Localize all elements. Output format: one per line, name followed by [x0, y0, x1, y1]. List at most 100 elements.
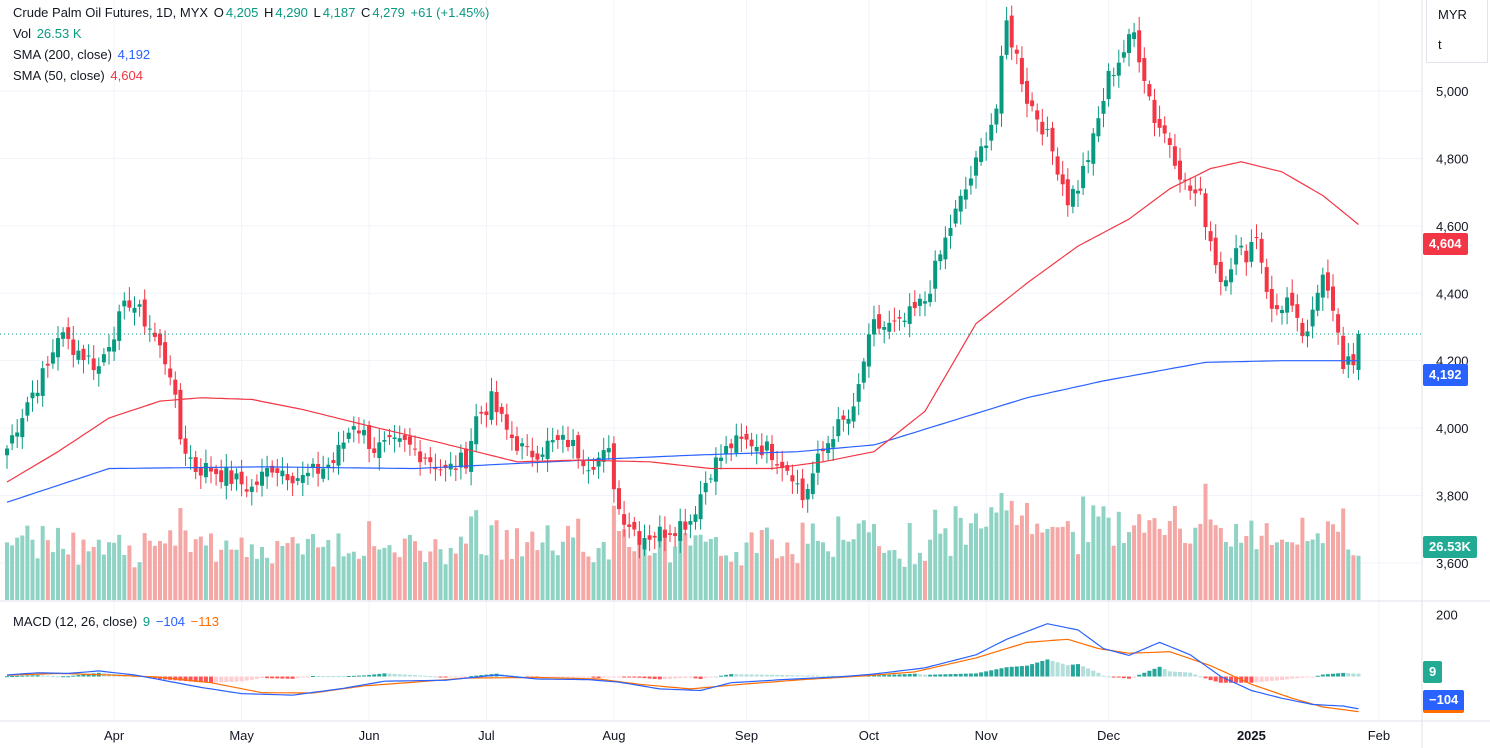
volume-bar: [938, 533, 943, 600]
volume-bar: [729, 561, 734, 600]
volume-bar: [484, 555, 489, 600]
candle-body: [606, 448, 611, 453]
candle-body: [912, 301, 917, 309]
candle-body: [815, 453, 820, 473]
candle-body: [1331, 286, 1335, 311]
macd-histogram-bar: [209, 676, 213, 683]
candle-body: [117, 311, 122, 341]
candle-body: [1305, 331, 1310, 337]
currency-label[interactable]: MYR: [1438, 7, 1467, 22]
volume-bar: [1172, 505, 1177, 600]
macd-histogram-bar: [764, 674, 769, 677]
volume-bar: [535, 550, 540, 600]
macd-histogram-bar: [56, 676, 60, 678]
unit-label[interactable]: t: [1438, 37, 1442, 52]
macd-histogram-bar: [285, 676, 290, 679]
candle-body: [40, 368, 45, 396]
volume-bar: [652, 553, 657, 600]
candle-body: [1315, 292, 1320, 311]
price-axis-tick-label: 4,400: [1436, 286, 1469, 301]
candle-body: [1193, 189, 1198, 194]
sma50-legend[interactable]: SMA (50, close) 4,604: [13, 65, 145, 86]
macd-histogram-bar: [305, 676, 310, 678]
volume-bar: [117, 534, 122, 600]
volume-legend[interactable]: Vol 26.53 K: [13, 23, 84, 44]
volume-bar: [362, 555, 366, 600]
volume-bar: [1147, 520, 1152, 600]
macd-legend[interactable]: MACD (12, 26, close) 9 −104 −113: [13, 611, 221, 632]
macd-histogram-bar: [744, 674, 749, 677]
macd-histogram-bar: [984, 671, 989, 677]
candle-body: [132, 307, 137, 313]
macd-histogram-bar: [1305, 676, 1310, 678]
volume-bar: [407, 534, 412, 600]
candle-body: [305, 472, 310, 477]
candle-body: [219, 470, 224, 483]
low-label: L: [313, 5, 321, 20]
price-axis-tick-label: 4,800: [1436, 151, 1469, 166]
candle-body: [1070, 188, 1075, 207]
volume-bar: [622, 529, 627, 600]
volume-bar: [800, 522, 805, 600]
volume-bar: [509, 559, 514, 600]
currency-unit-box[interactable]: MYR t: [1426, 0, 1488, 63]
macd-histogram-bar: [1331, 673, 1335, 677]
candle-body: [719, 457, 723, 461]
candle-body: [698, 494, 703, 520]
volume-bar: [305, 538, 310, 600]
macd-histogram-bar: [912, 673, 917, 677]
volume-bar: [244, 556, 249, 600]
macd-histogram-bar: [581, 676, 586, 678]
sma50-value: 4,604: [110, 68, 143, 83]
candle-body: [1259, 238, 1264, 263]
macd-histogram-bar: [1325, 674, 1330, 677]
volume-bar: [219, 549, 224, 600]
candle-body: [1055, 156, 1060, 175]
macd-histogram-bar: [407, 674, 412, 677]
macd-histogram-bar: [662, 676, 667, 680]
volume-bar: [943, 528, 948, 600]
candle-body: [265, 467, 270, 477]
candle-body: [30, 392, 35, 399]
candle-body: [530, 450, 535, 458]
volume-bar: [402, 538, 407, 600]
candle-body: [173, 379, 178, 395]
volume-bar: [994, 512, 999, 600]
candle-body: [1030, 100, 1035, 107]
volume-bar: [1223, 542, 1228, 600]
time-axis-tick-label: Sep: [735, 728, 758, 743]
volume-bar: [377, 549, 382, 600]
volume-bar: [1259, 535, 1264, 600]
candle-body: [504, 414, 509, 430]
macd-histogram-bar: [214, 676, 219, 683]
symbol-title[interactable]: Crude Palm Oil Futures, 1D, MYX: [13, 5, 209, 20]
candle-body: [550, 440, 555, 443]
candle-body: [591, 466, 596, 470]
macd-histogram-bar: [423, 675, 428, 677]
candle-body: [1290, 292, 1295, 306]
volume-bar: [1086, 542, 1091, 600]
macd-histogram-bar: [1274, 676, 1279, 681]
candle-body: [122, 300, 127, 307]
volume-bar: [1116, 511, 1121, 600]
macd-histogram-bar: [566, 676, 570, 678]
macd-histogram-bar: [433, 676, 438, 678]
volume-bar: [5, 542, 9, 600]
volume-bar: [188, 552, 193, 600]
volume-bar: [265, 557, 270, 600]
macd-histogram-bar: [244, 676, 249, 681]
volume-bar: [280, 545, 285, 600]
volume-bar: [101, 554, 106, 600]
volume-bar: [1055, 527, 1060, 600]
macd-histogram-bar: [1320, 674, 1325, 677]
volume-bar: [963, 544, 968, 600]
candle-body: [137, 304, 142, 307]
low-value: 4,187: [322, 5, 356, 20]
volume-bar: [1280, 539, 1284, 600]
candle-body: [668, 533, 672, 535]
candle-body: [1213, 237, 1218, 266]
macd-histogram-bar: [71, 675, 76, 677]
sma200-legend[interactable]: SMA (200, close) 4,192: [13, 44, 152, 65]
candle-body: [25, 402, 30, 416]
